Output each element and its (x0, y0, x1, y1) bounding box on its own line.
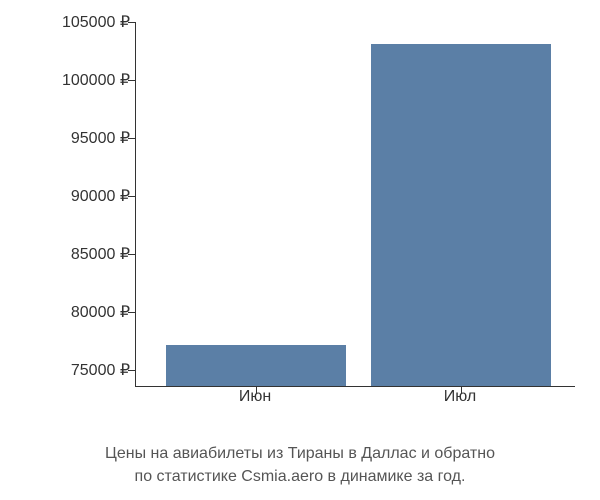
y-axis-label: 80000 ₽ (71, 302, 130, 322)
plot-area (135, 22, 575, 387)
caption-line-1: Цены на авиабилеты из Тираны в Даллас и … (105, 445, 495, 462)
y-axis-label: 90000 ₽ (71, 186, 130, 206)
chart-caption: Цены на авиабилеты из Тираны в Даллас и … (0, 443, 600, 488)
bar (371, 44, 551, 386)
y-axis-label: 100000 ₽ (62, 70, 130, 90)
caption-line-2: по статистике Csmia.aero в динамике за г… (135, 468, 466, 485)
y-axis-label: 75000 ₽ (71, 360, 130, 380)
y-axis-label: 85000 ₽ (71, 244, 130, 264)
x-axis-label: Июн (239, 388, 271, 406)
y-axis-label: 105000 ₽ (62, 12, 130, 32)
y-axis-label: 95000 ₽ (71, 128, 130, 148)
x-axis-label: Июл (444, 388, 476, 406)
chart-container: 75000 ₽ 80000 ₽ 85000 ₽ 90000 ₽ 95000 ₽ 10000… (20, 10, 580, 430)
bar (166, 345, 346, 386)
